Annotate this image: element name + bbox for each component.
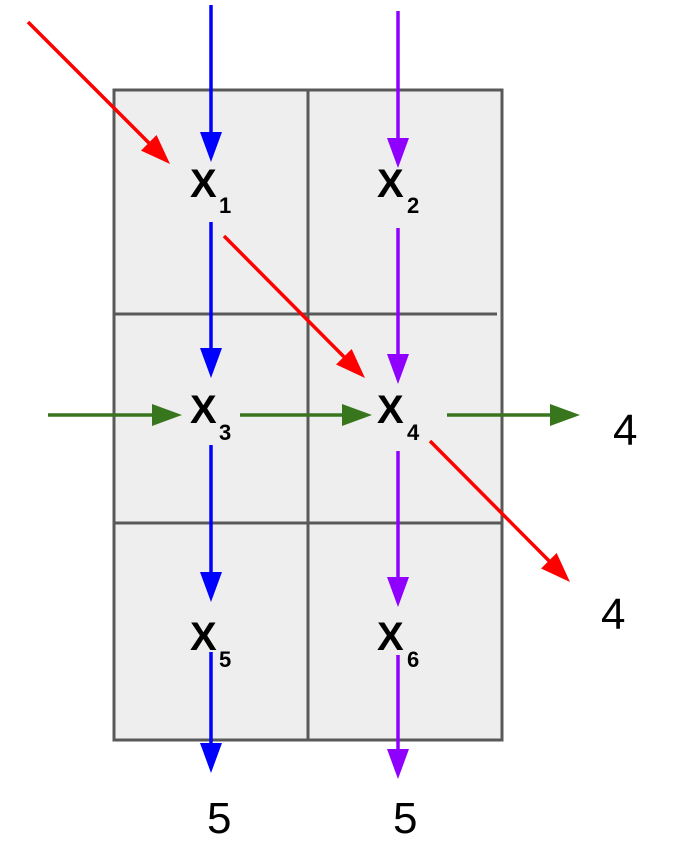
output-labels: 4 4 5 5 bbox=[207, 406, 637, 843]
red-arrow-out-diagonal-shaft bbox=[428, 439, 552, 564]
cell-x2-letter: X bbox=[377, 162, 404, 206]
cell-x4-subscript: 4 bbox=[407, 420, 420, 445]
red-arrow-x1-to-x4 bbox=[222, 234, 365, 378]
output-right-diagonal: 4 bbox=[601, 590, 625, 639]
cell-x6-subscript: 6 bbox=[407, 647, 419, 672]
blue-arrow-x1-to-x3 bbox=[200, 222, 222, 378]
purple-arrow-x4-to-x6 bbox=[387, 451, 409, 607]
blue-arrow-x3-to-x5 bbox=[200, 445, 222, 602]
cell-x5-letter: X bbox=[190, 615, 217, 659]
output-bottom-left: 5 bbox=[207, 794, 231, 843]
blue-arrow-x3-to-x5-head bbox=[200, 572, 222, 602]
purple-arrow-x2-to-x4 bbox=[387, 228, 409, 384]
purple-arrow-out-bottom-head bbox=[387, 749, 409, 779]
red-arrow-in-topleft bbox=[26, 20, 170, 164]
blue-arrow-out-bottom-head bbox=[200, 743, 222, 773]
green-arrow-x3-to-x4-head bbox=[342, 404, 372, 426]
cell-x5-subscript: 5 bbox=[219, 647, 231, 672]
cell-x6-letter: X bbox=[377, 615, 404, 659]
red-arrow-in-topleft-head bbox=[141, 135, 170, 164]
green-arrow-out-right bbox=[447, 404, 580, 426]
purple-arrow-in-top-head bbox=[387, 138, 409, 168]
purple-arrow-x4-to-x6-head bbox=[387, 577, 409, 607]
cell-x3-letter: X bbox=[190, 388, 217, 432]
blue-arrow-in-top bbox=[200, 5, 222, 162]
cell-labels: X 1 X 2 X 3 X 4 X 5 X 6 bbox=[190, 162, 420, 672]
blue-arrow-x1-to-x3-head bbox=[200, 348, 222, 378]
green-arrow-out-right-head bbox=[550, 404, 580, 426]
red-arrow-out-diagonal-head bbox=[541, 552, 570, 582]
cell-x1-subscript: 1 bbox=[219, 193, 231, 218]
green-arrow-in-left bbox=[48, 404, 182, 426]
cell-x1-letter: X bbox=[190, 162, 217, 206]
cell-x4-letter: X bbox=[377, 388, 404, 432]
cell-x3-subscript: 3 bbox=[219, 420, 231, 445]
blue-arrow-in-top-head bbox=[200, 132, 222, 162]
green-arrow-x3-to-x4 bbox=[240, 404, 372, 426]
purple-arrow-in-top bbox=[387, 11, 409, 168]
output-bottom-right: 5 bbox=[393, 794, 417, 843]
red-arrow-out-diagonal bbox=[428, 439, 570, 582]
red-arrow-x1-to-x4-shaft bbox=[222, 234, 347, 360]
purple-arrow-x2-to-x4-head bbox=[387, 354, 409, 384]
red-arrow-in-topleft-shaft bbox=[26, 20, 152, 146]
arrows bbox=[26, 5, 580, 779]
green-arrow-in-left-head bbox=[152, 404, 182, 426]
blue-arrow-out-bottom bbox=[200, 652, 222, 773]
purple-arrow-out-bottom bbox=[387, 655, 409, 779]
red-arrow-x1-to-x4-head bbox=[336, 348, 365, 378]
cell-x2-subscript: 2 bbox=[407, 193, 419, 218]
output-right-green: 4 bbox=[613, 406, 637, 455]
